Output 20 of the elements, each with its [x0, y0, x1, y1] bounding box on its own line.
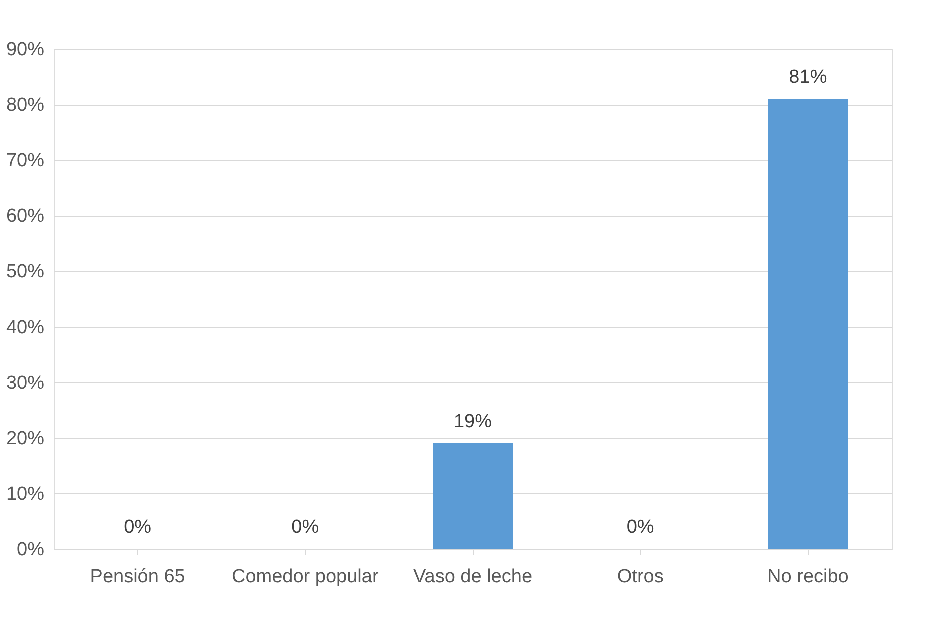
data-label: 19% [454, 411, 492, 432]
y-tick-label: 80% [6, 95, 45, 116]
y-tick-label: 40% [6, 317, 45, 338]
data-label: 0% [292, 517, 320, 538]
y-tick-label: 10% [6, 484, 45, 505]
y-tick-label: 90% [6, 40, 45, 60]
y-tick-label: 70% [6, 150, 45, 172]
y-tick-label: 60% [6, 206, 45, 228]
x-tick-label: No recibo [768, 566, 849, 588]
x-tick-label: Vaso de leche [413, 566, 533, 588]
y-tick-label: 50% [6, 262, 45, 283]
x-tick-label: Otros [617, 566, 664, 588]
x-tick-label: Pensión 65 [90, 566, 186, 588]
data-label: 0% [626, 517, 654, 538]
data-label: 81% [789, 67, 828, 88]
x-tick-label: Comedor popular [232, 566, 380, 588]
y-tick-label: 0% [17, 540, 45, 560]
y-tick-label: 30% [6, 372, 45, 394]
data-label: 0% [124, 517, 152, 538]
y-tick-label: 20% [6, 428, 45, 450]
